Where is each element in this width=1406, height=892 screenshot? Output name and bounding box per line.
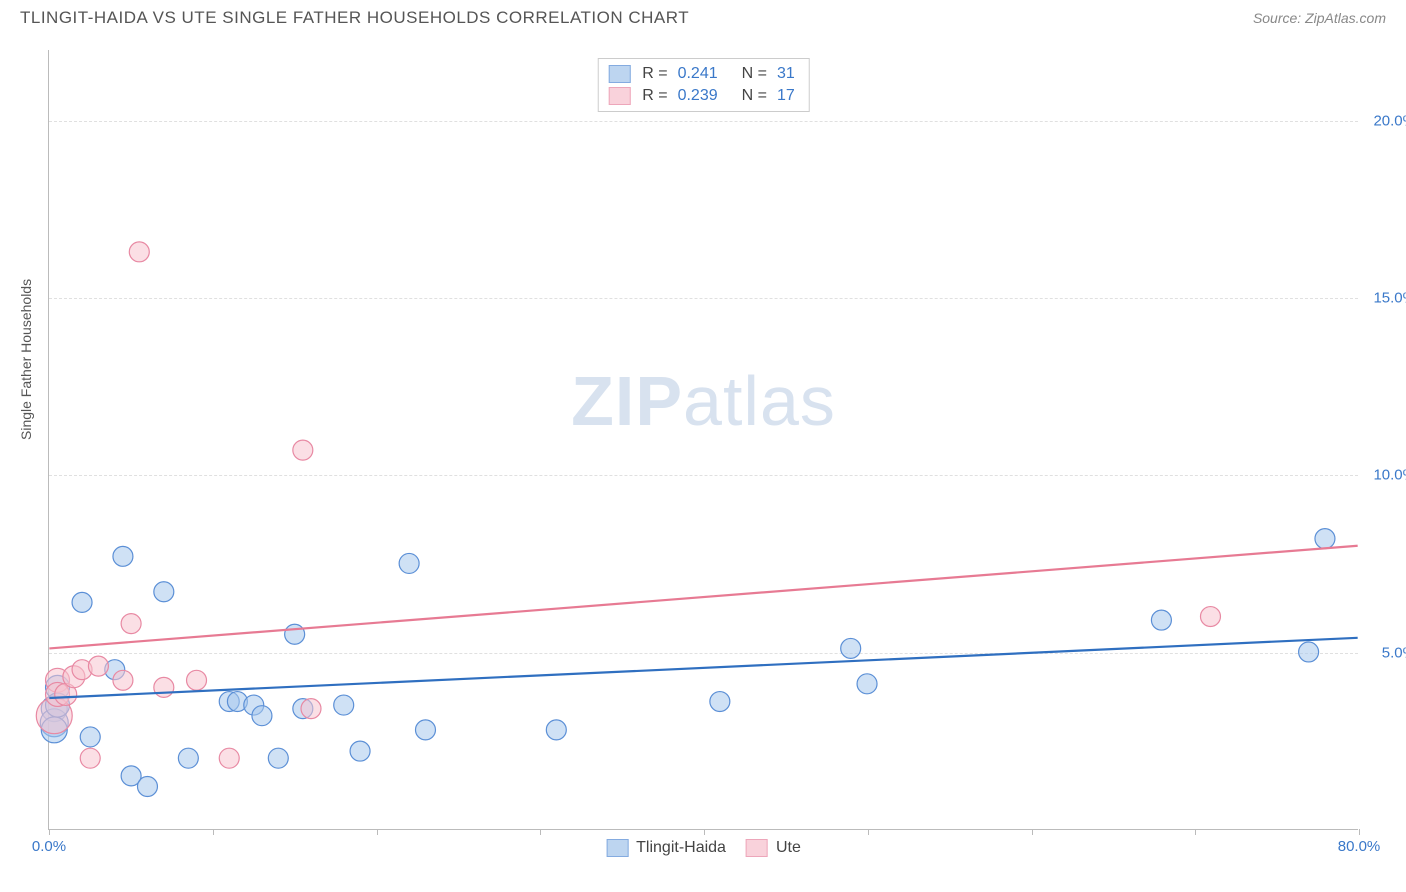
scatter-point[interactable] [113, 546, 133, 566]
scatter-point[interactable] [88, 656, 108, 676]
x-tick [49, 829, 50, 835]
scatter-point[interactable] [252, 706, 272, 726]
scatter-point[interactable] [1200, 607, 1220, 627]
x-tick [1195, 829, 1196, 835]
x-tick [540, 829, 541, 835]
y-axis-label: Single Father Households [18, 279, 34, 440]
y-tick-label: 5.0% [1382, 644, 1406, 661]
chart-title: TLINGIT-HAIDA VS UTE SINGLE FATHER HOUSE… [20, 8, 689, 28]
legend-swatch [608, 65, 630, 83]
trend-line [49, 638, 1357, 698]
legend-stats-row: R =0.239N =17 [608, 85, 799, 107]
scatter-point[interactable] [1299, 642, 1319, 662]
scatter-point[interactable] [219, 748, 239, 768]
scatter-point[interactable] [1315, 529, 1335, 549]
legend-label: Ute [776, 839, 801, 857]
source-attribution: Source: ZipAtlas.com [1253, 10, 1386, 26]
scatter-point[interactable] [268, 748, 288, 768]
legend-stats-row: R =0.241N =31 [608, 63, 799, 85]
x-tick [377, 829, 378, 835]
scatter-point[interactable] [334, 695, 354, 715]
scatter-point[interactable] [178, 748, 198, 768]
scatter-point[interactable] [415, 720, 435, 740]
x-tick-label: 80.0% [1338, 838, 1381, 855]
scatter-point[interactable] [80, 727, 100, 747]
scatter-point[interactable] [293, 440, 313, 460]
scatter-point[interactable] [841, 638, 861, 658]
scatter-point[interactable] [285, 624, 305, 644]
scatter-point[interactable] [129, 242, 149, 262]
scatter-point[interactable] [350, 741, 370, 761]
y-tick-label: 10.0% [1373, 467, 1406, 484]
legend-series: Tlingit-Haida Ute [606, 839, 801, 857]
x-tick [1359, 829, 1360, 835]
y-tick-label: 15.0% [1373, 290, 1406, 307]
scatter-point[interactable] [1151, 610, 1171, 630]
legend-stats: R =0.241N =31R =0.239N =17 [597, 58, 810, 112]
scatter-point[interactable] [72, 592, 92, 612]
chart-plot-area: 5.0%10.0%15.0%20.0%0.0%80.0%ZIPatlasR =0… [48, 50, 1358, 830]
legend-item[interactable]: Ute [746, 839, 801, 857]
x-tick [704, 829, 705, 835]
scatter-point[interactable] [154, 677, 174, 697]
trend-line [49, 546, 1357, 649]
scatter-point[interactable] [399, 553, 419, 573]
x-tick-label: 0.0% [32, 838, 66, 855]
scatter-point[interactable] [710, 692, 730, 712]
scatter-point[interactable] [857, 674, 877, 694]
legend-label: Tlingit-Haida [636, 839, 726, 857]
x-tick [868, 829, 869, 835]
x-tick [1032, 829, 1033, 835]
plot-svg [49, 50, 1358, 829]
scatter-point[interactable] [80, 748, 100, 768]
scatter-point[interactable] [121, 614, 141, 634]
scatter-point[interactable] [137, 777, 157, 797]
scatter-point[interactable] [113, 670, 133, 690]
legend-swatch [608, 87, 630, 105]
legend-swatch [606, 839, 628, 857]
scatter-point[interactable] [301, 699, 321, 719]
legend-swatch [746, 839, 768, 857]
scatter-point[interactable] [187, 670, 207, 690]
y-tick-label: 20.0% [1373, 112, 1406, 129]
scatter-point[interactable] [154, 582, 174, 602]
x-tick [213, 829, 214, 835]
scatter-point[interactable] [546, 720, 566, 740]
legend-item[interactable]: Tlingit-Haida [606, 839, 726, 857]
